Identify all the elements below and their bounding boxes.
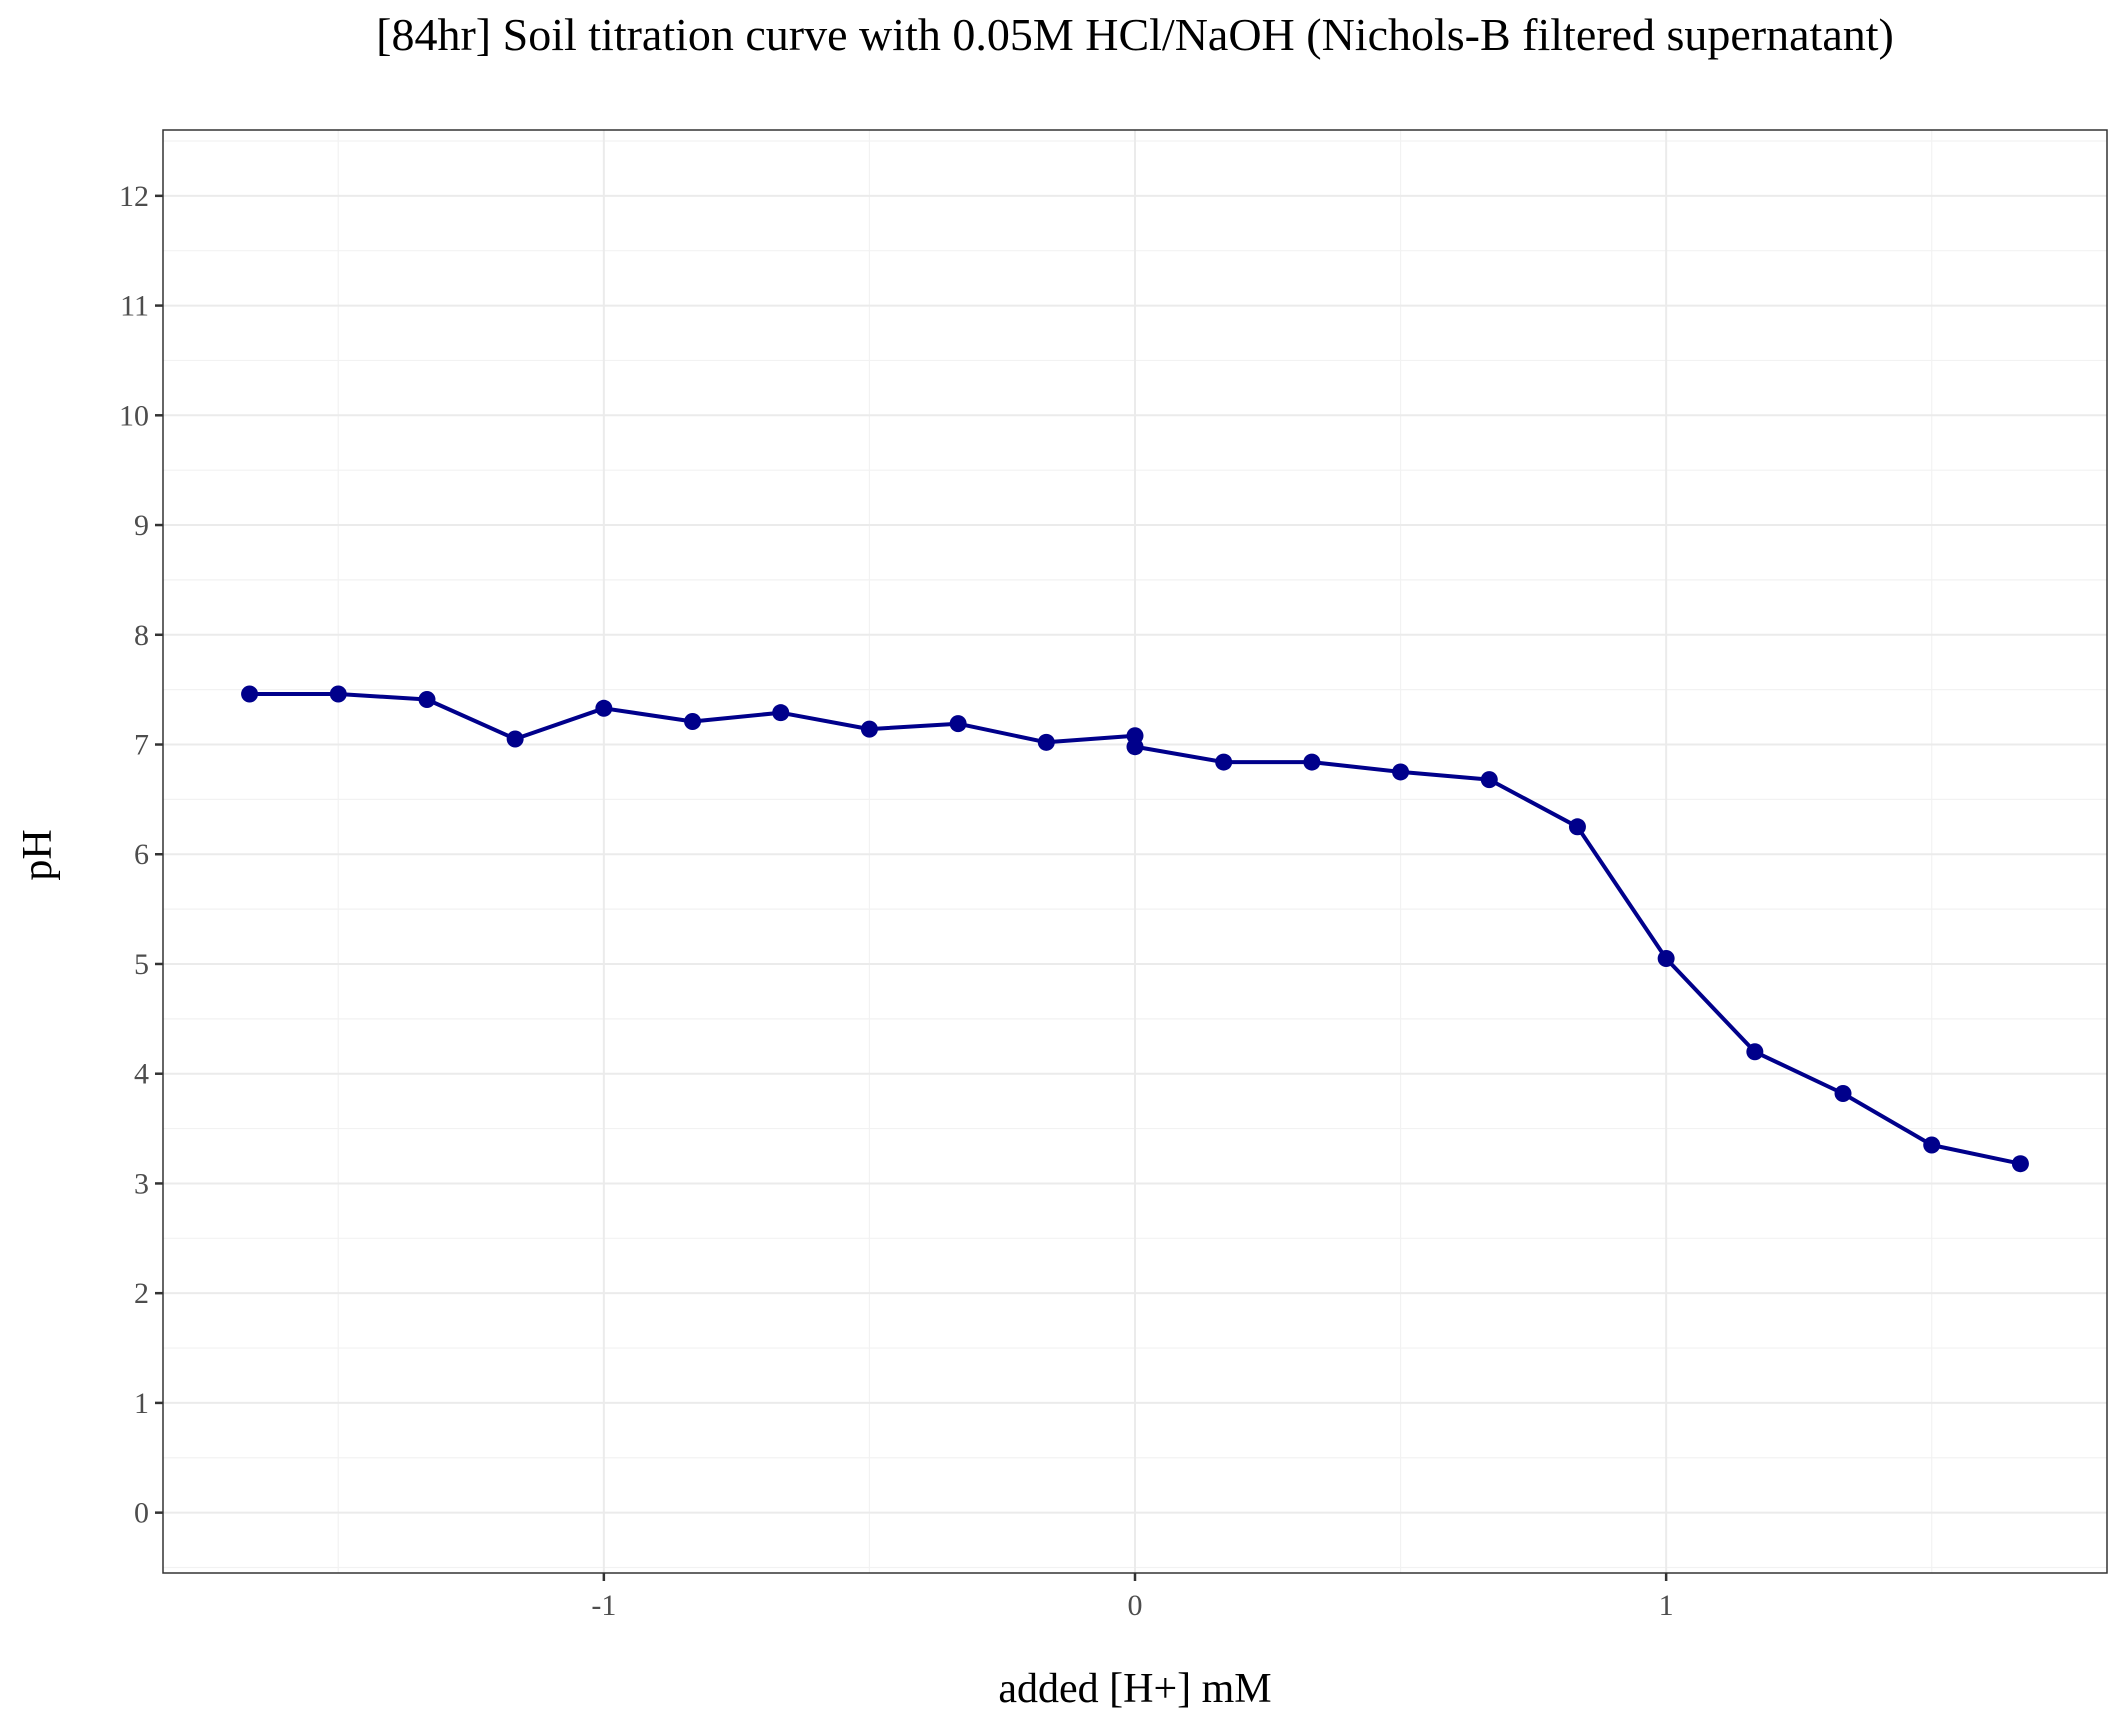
data-point (860, 720, 878, 738)
data-point (1480, 771, 1498, 789)
data-point (2011, 1155, 2029, 1173)
data-point (595, 699, 613, 717)
x-axis-title: added [H+] mM (998, 1666, 1271, 1712)
data-point (772, 704, 790, 722)
x-tick-label: 0 (1128, 1589, 1143, 1622)
data-point (1126, 738, 1144, 756)
data-series (241, 685, 2029, 1173)
y-tick-label: 7 (134, 729, 149, 762)
data-point (1657, 949, 1675, 967)
y-tick-label: 2 (134, 1277, 149, 1310)
data-point (1834, 1084, 1852, 1102)
data-point (1303, 753, 1321, 771)
data-point (684, 712, 702, 730)
y-tick-label: 11 (120, 290, 149, 323)
data-point (1568, 818, 1586, 836)
y-tick-label: 1 (134, 1387, 149, 1420)
data-point (1746, 1043, 1764, 1061)
y-tick-label: 8 (134, 619, 149, 652)
x-tick-label: -1 (591, 1589, 616, 1622)
y-tick-label: 9 (134, 509, 149, 542)
y-tick-label: 10 (119, 399, 149, 432)
data-point (506, 730, 524, 748)
y-tick-label: 6 (134, 838, 149, 871)
x-tick-label: 1 (1659, 1589, 1674, 1622)
data-point (1037, 733, 1055, 751)
data-point (418, 691, 436, 709)
grid-lines (163, 130, 2107, 1573)
y-tick-label: 3 (134, 1167, 149, 1200)
data-point (1215, 753, 1233, 771)
data-point (949, 715, 967, 733)
data-point (1392, 763, 1410, 781)
y-tick-label: 12 (119, 180, 149, 213)
y-tick-label: 4 (134, 1058, 149, 1091)
data-point (329, 685, 347, 703)
chart-title: [84hr] Soil titration curve with 0.05M H… (376, 9, 1894, 60)
y-tick-label: 0 (134, 1497, 149, 1530)
y-axis-title: pH (15, 829, 61, 880)
data-point (241, 685, 259, 703)
data-point (1923, 1136, 1941, 1154)
y-tick-label: 5 (134, 948, 149, 981)
